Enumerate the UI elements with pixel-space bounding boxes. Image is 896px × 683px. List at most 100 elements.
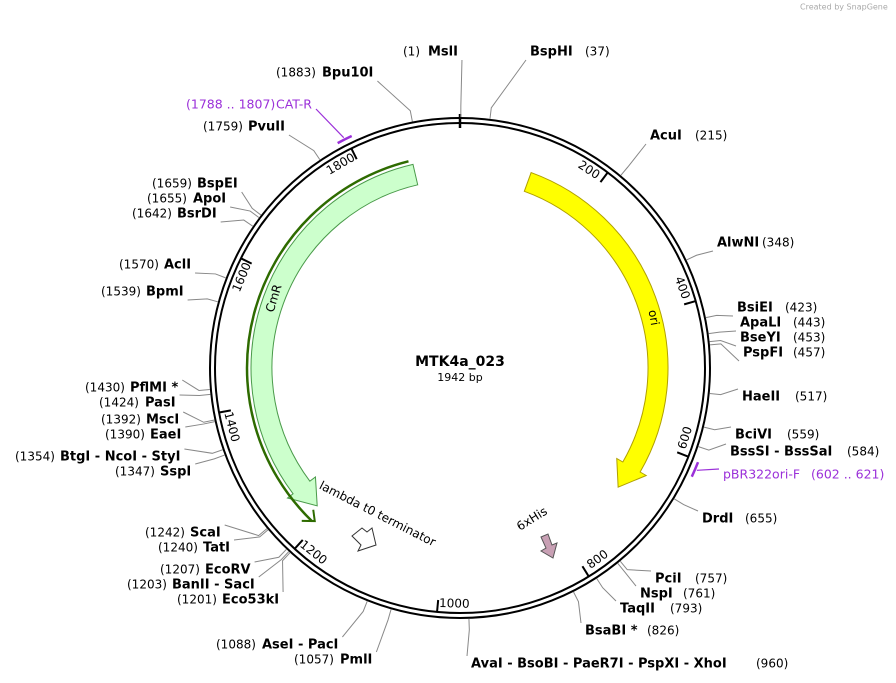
site-name: BtgI - NcoI - StyI — [60, 450, 180, 465]
site-leader — [709, 388, 739, 396]
site-name: BsrDI — [177, 207, 217, 222]
site-leader — [708, 330, 737, 335]
site-position: (517) — [795, 390, 827, 404]
site-name: EaeI — [150, 428, 181, 443]
feature-cmr — [250, 163, 419, 507]
site-leader — [377, 80, 413, 122]
site-name: PflMI * — [130, 381, 178, 396]
site-position: (37) — [585, 45, 610, 59]
site-leader — [709, 343, 740, 362]
site-position: (1240) — [158, 541, 198, 555]
site-position: (1392) — [101, 413, 141, 427]
primer-range: (602 .. 621) — [811, 467, 884, 482]
site-leader — [184, 448, 223, 454]
site-name: Eco53kI — [222, 593, 279, 608]
site-name: ApoI — [193, 192, 226, 207]
site-leader — [195, 454, 225, 465]
site-name: BseYI — [740, 331, 781, 346]
site-position: (793) — [670, 602, 702, 616]
site-name: BanII - SacI — [172, 578, 255, 593]
site-leader — [258, 551, 290, 578]
site-position: (1390) — [105, 428, 145, 442]
site-position: (1347) — [115, 465, 155, 479]
site-position: (1883) — [276, 66, 316, 80]
ruler-tick — [676, 451, 689, 458]
cmr-outline-head — [301, 509, 316, 523]
site-name: BssSI - BssSaI — [730, 445, 832, 460]
site-position: (960) — [756, 657, 788, 671]
site-leader — [179, 393, 211, 396]
site-leader — [182, 379, 210, 391]
site-position: (1759) — [203, 120, 243, 134]
ruler-tick — [218, 409, 232, 414]
site-position: (655) — [745, 512, 777, 526]
site-name: AclI — [164, 258, 191, 273]
site-leader — [620, 143, 647, 176]
ruler-label: 800 — [584, 547, 611, 572]
ruler-tick — [581, 565, 590, 577]
feature-label: lambda t0 terminator — [317, 478, 438, 549]
site-leader — [282, 552, 291, 593]
site-position: (826) — [647, 624, 679, 638]
site-name: PspFI — [743, 346, 783, 361]
site-position: (443) — [793, 316, 825, 330]
site-leader — [489, 59, 527, 119]
site-name: BspHI — [530, 45, 573, 60]
site-leader — [705, 314, 734, 319]
site-name: BsaBI * — [585, 624, 638, 639]
site-leader — [195, 272, 226, 279]
site-name: Bpu10I — [322, 66, 373, 81]
site-leader — [230, 206, 260, 219]
primer-arc — [690, 461, 700, 478]
site-name: PciI — [655, 572, 682, 587]
site-name: BsiEI — [737, 301, 773, 316]
site-name: TaqII — [620, 602, 655, 617]
site-name: TatI — [203, 541, 230, 556]
site-position: (584) — [847, 445, 879, 459]
site-name: AlwNI — [717, 236, 759, 251]
site-leader — [619, 560, 652, 572]
site-position: (1203) — [127, 578, 167, 592]
site-name: AvaI - BsoBI - PaeR7I - PspXI - XhoI — [471, 657, 727, 672]
site-name: BspEI — [197, 177, 238, 192]
site-position: (1) — [403, 45, 420, 59]
site-position: (761) — [683, 587, 715, 601]
site-leader — [375, 609, 392, 653]
site-leader — [220, 219, 254, 227]
site-position: (1242) — [145, 526, 185, 540]
site-position: (1207) — [160, 563, 200, 577]
feature-6xhis — [540, 533, 558, 559]
site-leader — [596, 578, 617, 602]
site-position: (457) — [793, 346, 825, 360]
site-leader — [617, 562, 637, 587]
site-position: (757) — [695, 572, 727, 586]
site-name: EcoRV — [205, 563, 251, 578]
site-position: (1424) — [99, 396, 139, 410]
site-position: (1057) — [294, 653, 334, 667]
site-name: AcuI — [650, 129, 682, 144]
cmr-outline — [245, 160, 409, 523]
ruler-label: 600 — [675, 425, 695, 451]
site-name: MscI — [146, 413, 179, 428]
primer-name: pBR322ori-F — [723, 467, 800, 482]
ruler-tick — [350, 147, 358, 160]
primer-leader — [315, 108, 345, 139]
site-name: PvuII — [248, 120, 285, 135]
site-position: (1088) — [216, 638, 256, 652]
ruler-tick — [683, 300, 696, 306]
site-name: SspI — [160, 465, 191, 480]
site-leader — [254, 548, 287, 563]
site-position: (215) — [695, 129, 727, 143]
site-position: (1354) — [15, 450, 55, 464]
site-leader — [224, 524, 268, 537]
ruler-tick — [436, 599, 440, 613]
site-leader — [698, 443, 727, 451]
plasmid-name: MTK4a_023 — [415, 354, 505, 370]
site-leader — [460, 59, 463, 118]
primer-arc — [337, 134, 353, 145]
site-leader — [187, 298, 219, 303]
primer-name: CAT-R — [276, 97, 312, 112]
site-name: NspI — [640, 587, 673, 602]
site-position: (1642) — [132, 207, 172, 221]
site-leader — [703, 426, 732, 431]
